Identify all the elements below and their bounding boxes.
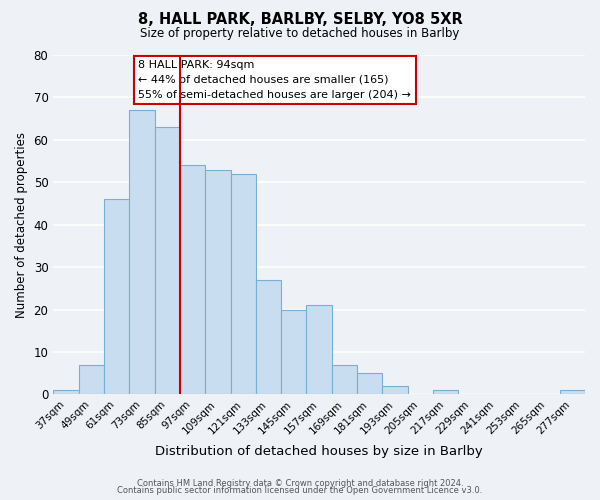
Bar xyxy=(357,373,382,394)
Bar xyxy=(433,390,458,394)
Bar xyxy=(79,364,104,394)
Text: 8, HALL PARK, BARLBY, SELBY, YO8 5XR: 8, HALL PARK, BARLBY, SELBY, YO8 5XR xyxy=(137,12,463,28)
Bar xyxy=(104,200,129,394)
Bar xyxy=(205,170,230,394)
Bar xyxy=(382,386,408,394)
Text: Size of property relative to detached houses in Barlby: Size of property relative to detached ho… xyxy=(140,28,460,40)
Y-axis label: Number of detached properties: Number of detached properties xyxy=(15,132,28,318)
Bar xyxy=(53,390,79,394)
Bar xyxy=(256,280,281,394)
Bar xyxy=(129,110,155,395)
Bar xyxy=(281,310,307,394)
Bar xyxy=(307,306,332,394)
Text: 8 HALL PARK: 94sqm
← 44% of detached houses are smaller (165)
55% of semi-detach: 8 HALL PARK: 94sqm ← 44% of detached hou… xyxy=(139,60,411,100)
X-axis label: Distribution of detached houses by size in Barlby: Distribution of detached houses by size … xyxy=(155,444,483,458)
Bar xyxy=(230,174,256,394)
Bar xyxy=(180,166,205,394)
Text: Contains HM Land Registry data © Crown copyright and database right 2024.: Contains HM Land Registry data © Crown c… xyxy=(137,478,463,488)
Bar xyxy=(155,127,180,394)
Bar xyxy=(560,390,585,394)
Text: Contains public sector information licensed under the Open Government Licence v3: Contains public sector information licen… xyxy=(118,486,482,495)
Bar xyxy=(332,364,357,394)
